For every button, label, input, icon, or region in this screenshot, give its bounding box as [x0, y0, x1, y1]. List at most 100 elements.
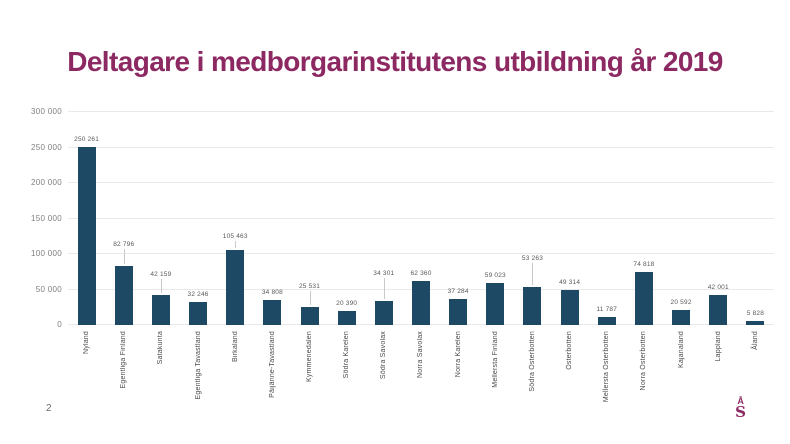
data-label: 42 159: [150, 271, 172, 279]
x-axis: Nyland Egentliga Finland Satakunta Egentlig…: [68, 331, 774, 439]
y-axis-tick-label: 250 000: [30, 142, 62, 152]
x-axis-tick-label: Birkaland: [231, 331, 239, 362]
x-axis-category-slot: Lappland: [700, 331, 737, 439]
bar-Birkaland: [226, 250, 245, 325]
y-axis-tick-label: 300 000: [30, 107, 62, 116]
data-label: 42 001: [707, 284, 729, 292]
bar-chart-plot: 250 261 82 796 42 159 32 246 105 463 34 808 25…: [68, 111, 774, 325]
x-axis-tick-label: Kymmenedalen: [306, 331, 314, 383]
x-axis-category-slot: Norra Österbotten: [625, 331, 662, 439]
page-number: 2: [46, 403, 52, 414]
bar-Mellersta Österbotten: [597, 316, 616, 325]
y-axis-tick-label: 0: [57, 320, 62, 329]
x-axis-category-slot: Södra Karelen: [328, 331, 365, 439]
x-axis-tick-label: Södra Karelen: [343, 331, 351, 379]
x-axis-tick-label: Norra Österbotten: [640, 331, 648, 391]
x-axis-category-slot: Mellersta Österbotten: [588, 331, 625, 439]
x-axis-category-slot: Egentliga Finland: [105, 331, 142, 439]
x-axis-tick-label: Satakunta: [157, 331, 165, 365]
logo-letter-bottom: S: [735, 403, 746, 421]
x-axis-tick-label: Egentliga Finland: [120, 331, 128, 389]
x-axis-tick-label: Österbotten: [566, 331, 574, 370]
gridline: [68, 146, 774, 148]
data-label: 49 314: [559, 279, 581, 286]
x-axis-tick-label: Åland: [751, 331, 759, 350]
label-leader-line: [123, 249, 125, 265]
data-label: 59 023: [484, 272, 506, 280]
data-label: 32 246: [187, 291, 209, 299]
data-label: 250 261: [74, 136, 100, 144]
x-axis-tick-label: Södra Savolax: [380, 331, 388, 380]
y-axis-tick-label: 100 000: [30, 249, 62, 258]
data-label: 37 284: [447, 287, 469, 295]
bar-Kajanaland: [672, 310, 691, 325]
label-leader-line: [532, 263, 534, 286]
x-axis-category-slot: Päijänne-Tavastland: [254, 331, 291, 439]
x-axis-tick-label: Södra Österbotten: [528, 331, 536, 392]
x-axis-category-slot: Birkaland: [217, 331, 254, 439]
x-axis-tick-label: Mellersta Finland: [491, 331, 499, 388]
bar-Egentliga Finland: [114, 266, 133, 325]
bar-Päijänne-Tavastland: [263, 300, 282, 325]
bar-Norra Karelen: [449, 298, 468, 325]
gridline: [68, 182, 774, 183]
gridline: [68, 217, 774, 219]
bar-Kymmenedalen: [300, 306, 319, 325]
x-axis-tick-label: Nyland: [83, 331, 91, 354]
x-axis-category-slot: Södra Österbotten: [514, 331, 551, 439]
y-axis-tick-label: 200 000: [30, 178, 62, 187]
label-leader-line: [383, 277, 385, 299]
data-label: 53 263: [521, 255, 544, 263]
label-leader-line: [235, 241, 237, 249]
label-leader-line: [309, 290, 311, 305]
bar-Egentliga Tavastland: [189, 302, 208, 325]
x-axis-tick-label: Norra Karelen: [454, 331, 462, 378]
bar-Norra Österbotten: [634, 271, 653, 325]
x-axis-tick-label: Egentliga Tavastland: [194, 331, 202, 400]
bar-Södra Karelen: [337, 310, 356, 325]
data-label: 20 390: [336, 299, 358, 307]
data-label: 25 531: [298, 282, 321, 290]
x-axis-tick-label: Mellersta Österbotten: [603, 331, 611, 403]
label-leader-line: [160, 279, 162, 294]
x-axis-category-slot: Åland: [737, 331, 774, 439]
data-label: 82 796: [113, 241, 135, 249]
asub-logo: Å S: [735, 397, 746, 420]
data-label: 34 808: [261, 289, 283, 297]
x-axis-category-slot: Nyland: [68, 331, 105, 439]
bar-Södra Savolax: [374, 300, 393, 325]
data-label: 11 787: [596, 305, 618, 313]
data-label: 34 301: [373, 269, 395, 277]
data-label: 5 828: [746, 309, 765, 317]
bar-Åland: [746, 320, 765, 325]
x-axis-category-slot: Mellersta Finland: [477, 331, 514, 439]
x-axis-category-slot: Norra Karelen: [440, 331, 477, 439]
gridline: [68, 253, 774, 254]
data-label: 62 360: [410, 269, 432, 277]
x-axis-category-slot: Egentliga Tavastland: [179, 331, 216, 439]
bar-Österbotten: [560, 290, 579, 325]
x-axis-category-slot: Österbotten: [551, 331, 588, 439]
y-axis-tick-label: 150 000: [30, 213, 62, 223]
x-axis-tick-label: Norra Savolax: [417, 331, 425, 378]
x-axis-category-slot: Norra Savolax: [402, 331, 439, 439]
gridline: [68, 111, 774, 112]
data-label: 105 463: [222, 233, 248, 241]
bar-Norra Savolax: [412, 280, 430, 325]
x-axis-category-slot: Satakunta: [142, 331, 179, 439]
data-label: 20 592: [670, 299, 692, 307]
bar-Nyland: [77, 147, 96, 325]
logo-letter-top: Å: [737, 396, 744, 406]
x-axis-category-slot: Södra Savolax: [365, 331, 402, 439]
x-axis-tick-label: Päijänne-Tavastland: [268, 331, 276, 398]
bar-Lappland: [709, 295, 728, 325]
data-label: 74 818: [633, 260, 655, 268]
x-axis-category-slot: Kajanaland: [663, 331, 700, 439]
x-axis-tick-label: Lappland: [714, 331, 722, 362]
bar-Södra Österbotten: [523, 287, 542, 325]
bar-Mellersta Finland: [486, 283, 505, 325]
x-axis-category-slot: Kymmenedalen: [291, 331, 328, 439]
y-axis-tick-label: 50 000: [35, 284, 62, 294]
y-axis: 0 50 000 100 000 150 000 200 000 250 000 300 0…: [0, 107, 62, 329]
